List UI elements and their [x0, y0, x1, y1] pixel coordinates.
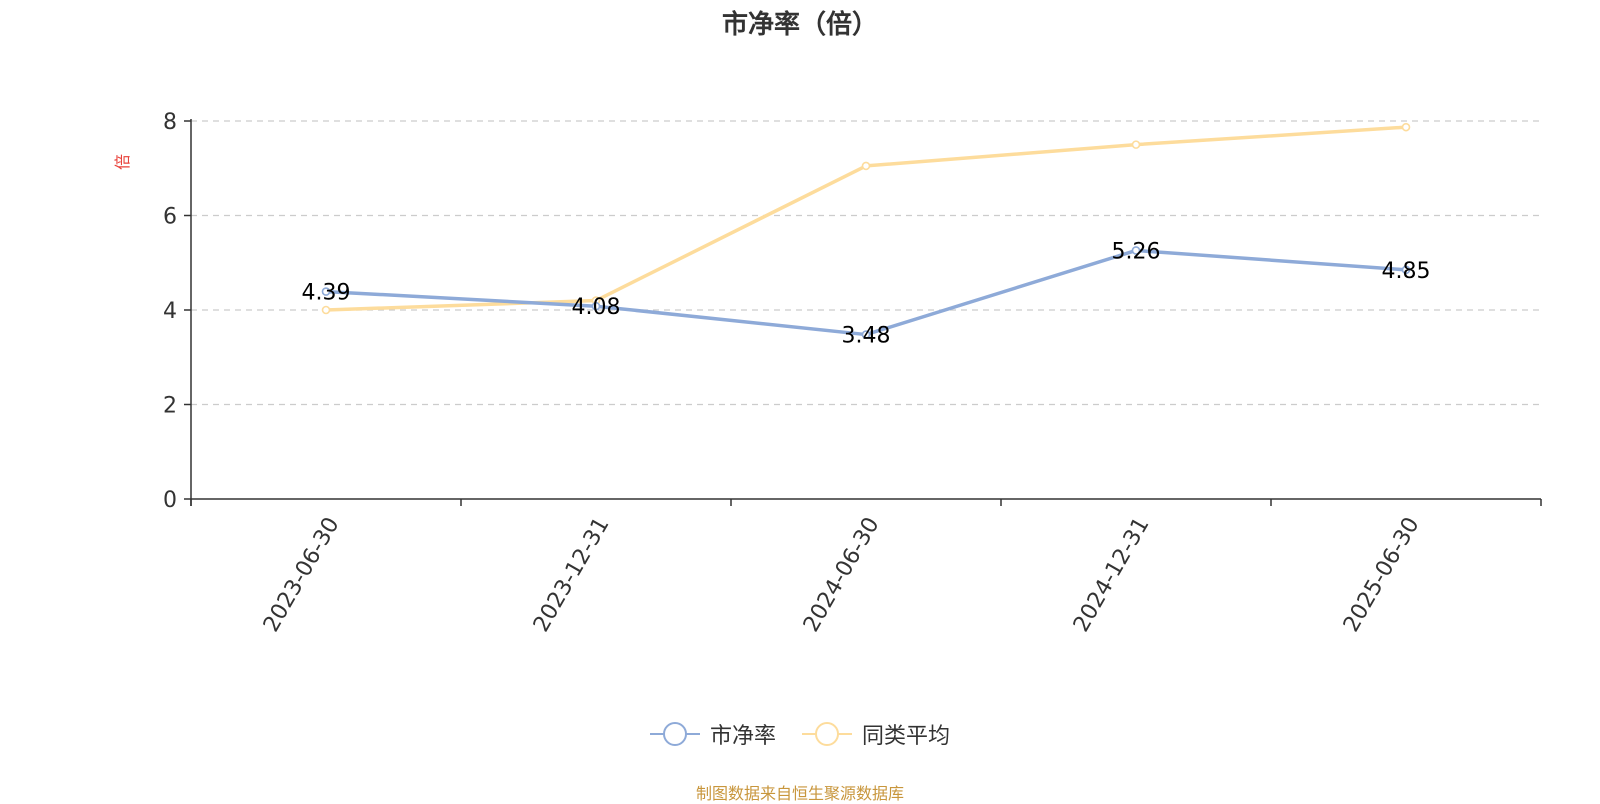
data-point: [861, 330, 871, 339]
x-tick-label: 2023-06-30: [259, 513, 345, 636]
legend-label-pb: 市净率: [709, 724, 776, 749]
x-tick-label: 2024-12-31: [1069, 513, 1155, 636]
y-tick-label: 0: [163, 488, 177, 513]
data-point: [1401, 122, 1411, 132]
data-label: 4.39: [302, 281, 351, 306]
data-label: 4.85: [1382, 259, 1431, 284]
x-tick-label: 2024-06-30: [799, 513, 885, 636]
y-tick-label: 6: [163, 205, 177, 230]
data-label: 3.48: [842, 324, 891, 349]
chart-title: 市净率（倍）: [721, 10, 878, 40]
series-line: [325, 248, 1407, 337]
y-axis-label: 倍: [113, 154, 132, 170]
y-tick-label: 8: [163, 110, 177, 135]
legend: 市净率 同类平均: [0, 718, 1600, 750]
data-point: [1401, 265, 1411, 275]
line-chart: 0 2 4 6 8 2023-06-30 2023-12-31 2024-06-30 2024-…: [113, 110, 1542, 636]
data-point: [861, 161, 871, 171]
y-tick-label: 2: [163, 394, 177, 419]
legend-item-pb[interactable]: 市净率: [649, 718, 776, 750]
legend-line-circle-icon: [802, 722, 852, 746]
data-point: [1131, 140, 1141, 149]
data-point: [321, 305, 331, 315]
x-tick-label: 2023-12-31: [529, 513, 615, 636]
data-point: [321, 287, 331, 296]
legend-line-circle-icon: [649, 722, 700, 746]
data-label: 5.26: [1112, 239, 1161, 264]
x-tick-label: 2025-06-30: [1339, 513, 1425, 636]
source-note: 制图数据来自恒生聚源数据库: [695, 784, 904, 803]
data-label: 4.08: [572, 295, 621, 320]
y-tick-label: 4: [163, 299, 177, 324]
data-point: [1131, 246, 1141, 255]
legend-label-peer-average: 同类平均: [862, 724, 951, 749]
data-point: [591, 301, 601, 311]
legend-item-peer-average[interactable]: 同类平均: [802, 718, 950, 750]
series-line: [325, 125, 1407, 312]
